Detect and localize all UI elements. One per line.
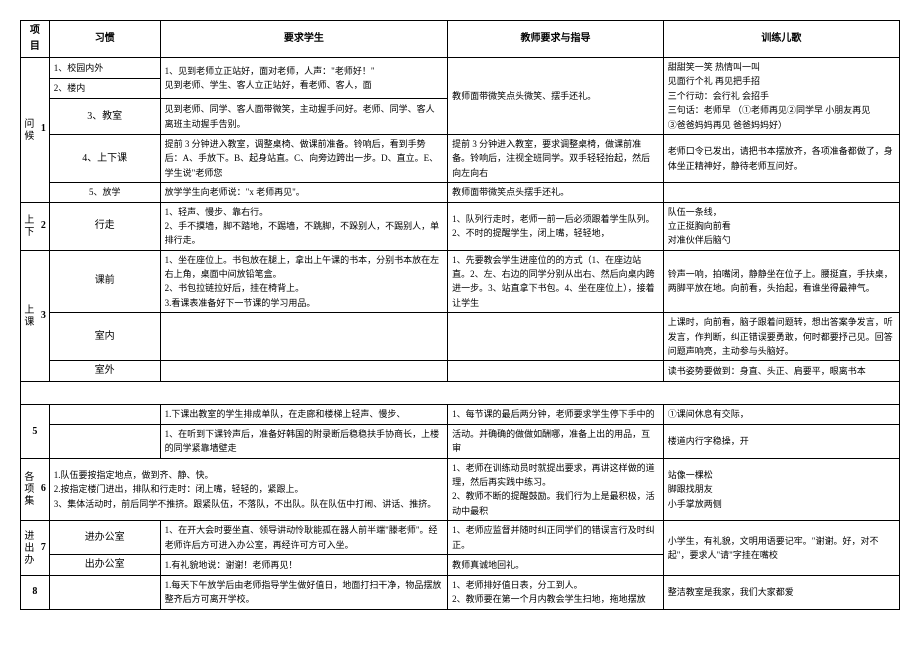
sec5-h xyxy=(49,405,160,424)
sec7-s1: 1、在开大会时要坐直、领导讲动怜耿能孤在器人前半端"滕老师"。经老师许后方可进入… xyxy=(160,521,448,555)
sec7-t1: 1、老师应监督并随时纠正同学们的错误言行及时纠正。 xyxy=(448,521,664,555)
sec1-t3: 教师面带微笑点头微笑、摆手还礼。 xyxy=(448,58,664,135)
sec1-t4: 提前 3 分钟进入教室，要求调整桌椅，做课前准备。铃响后，注视全班同学。双手轻轻… xyxy=(448,134,664,182)
sec7-h2: 出办公室 xyxy=(49,554,160,575)
sec1-h2: 2、楼内 xyxy=(49,78,160,99)
sec3-s2 xyxy=(160,313,448,361)
sec7-song: 小学生，有礼貌，文明用语要记牢。"谢谢。好，对不起"，要求人"请"字挂在嘴校 xyxy=(663,521,899,576)
sec1-empty xyxy=(663,183,899,202)
sec3-s3 xyxy=(160,361,448,382)
sec1-h3: 3、教室 xyxy=(49,99,160,135)
sec3-h2: 室内 xyxy=(49,313,160,361)
gap-row xyxy=(21,382,900,405)
sec2-num: 2上下 xyxy=(21,202,50,250)
sec7-num: 7进出办 xyxy=(21,521,50,576)
sec6-num: 6各项集 xyxy=(21,458,50,521)
sec3-h1: 课前 xyxy=(49,250,160,313)
sec5-t: 1、每节课的最后两分钟，老师要求学生停下手中的 xyxy=(448,405,664,424)
col-teacher: 教师要求与指导 xyxy=(448,21,664,58)
sec5-song2: 楼道内行字稳操，开 xyxy=(663,424,899,458)
sec3-h3: 室外 xyxy=(49,361,160,382)
col-song: 训练儿歌 xyxy=(663,21,899,58)
sec1-s3: 见到老师、同学、客人面带微笑，主动握手问好。老师、同学、客人离班主动握手告别。 xyxy=(160,99,448,135)
col-project: 项目 xyxy=(21,21,50,58)
sec6-t: 1、老师在训练动员时就提出要求，再讲这样做的道理，然后再实践中练习。 2、教师不… xyxy=(448,458,664,521)
sec1-t5: 教师面带微笑点头摆手还礼。 xyxy=(448,183,664,202)
sec1-s12: 1、见到老师立正站好，面对老师，人声："老师好！"见到老师、学生、客人立正站好，… xyxy=(160,58,448,99)
sec8-h xyxy=(49,575,160,609)
sec1-h1: 1、校园内外 xyxy=(49,58,160,79)
sec3-t3 xyxy=(448,361,664,382)
sec3-num: 3上课 xyxy=(21,250,50,382)
col-student: 要求学生 xyxy=(160,21,448,58)
sec8-t: 1、老师排好值日表，分工到人。 2、教师要在第一个月内教会学生扫地，拖地摆放 xyxy=(448,575,664,609)
sec1-num: 1问候 xyxy=(21,58,50,203)
sec3-t2 xyxy=(448,313,664,361)
sec7-s2: 1.有礼貌地说：谢谢！老师再见！ xyxy=(160,554,448,575)
sec5-t2: 活动。并确确的做做如酬哪，准备上出的用品，互审 xyxy=(448,424,664,458)
sec5-h2 xyxy=(49,424,160,458)
col-habit: 习惯 xyxy=(49,21,160,58)
sec1-h5: 5、放学 xyxy=(49,183,160,202)
sec3-song3: 读书姿势要做到：身直、头正、肩要平，眼离书本 xyxy=(663,361,899,382)
sec3-s1: 1、坐在座位上。书包放在腿上，拿出上午课的书本，分别书本放在左右上角，桌面中间放… xyxy=(160,250,448,313)
sec5-s: 1.下课出教室的学生排成单队，在走廊和楼梯上轻声、慢步、 xyxy=(160,405,448,424)
sec2-h: 行走 xyxy=(49,202,160,250)
sec8-num: 8 xyxy=(21,575,50,609)
sec1-song4: 老师口令已发出，请把书本摆放齐，各项准备都做了，身体坐正精神好，静待老师互问好。 xyxy=(663,134,899,182)
sec1-h4: 4、上下课 xyxy=(49,134,160,182)
sec8-song: 整洁教室是我家，我们大家都爱 xyxy=(663,575,899,609)
sec3-song1: 铃声一响，拍嘴闭，静静坐在位子上。腰挺直，手扶桌，两脚平放在地。向前看，头抬起，… xyxy=(663,250,899,313)
sec5-s2: 1、在听到下课铃声后，准备好韩国的附录断后稳稳扶手协商长，上楼的同学紧靠墙壁走 xyxy=(160,424,448,458)
sec2-s: 1、轻声、慢步、靠右行。 2、手不摸墙，脚不踏地，不踢墙，不跳脚，不跺别人，不踢… xyxy=(160,202,448,250)
sec1-song: 甜甜笑一笑 热情叫一叫 见面行个礼 再见把手招 三个行动：会行礼 会招手 三句话… xyxy=(663,58,899,135)
sec2-song: 队伍一条线， 立正挺胸向前看 对准伙伴后脑勺 xyxy=(663,202,899,250)
sec1-s4: 提前 3 分钟进入教室，调整桌椅、做课前准备。铃响后，看到手势后：A、手放下。B… xyxy=(160,134,448,182)
sec7-t2: 教师真诚地回礼。 xyxy=(448,554,664,575)
sec6-song: 站像一棵松 脚跟找朋友 小手掌放两侧 xyxy=(663,458,899,521)
sec1-s5: 放学学生向老师说："x 老师再见"。 xyxy=(160,183,448,202)
sec3-song2: 上课时，向前看，脑子跟着问题转，想出答案争发言，听发言，作判断，纠正错误要勇敢，… xyxy=(663,313,899,361)
sec8-s: 1.每天下午放学后由老师指导学生做好值日，地面打扫干净，物品摆放整齐后方可离开学… xyxy=(160,575,448,609)
sec5-num: 5 xyxy=(21,405,50,458)
sec7-h1: 进办公室 xyxy=(49,521,160,555)
sec2-t: 1、队列行走时，老师一前一后必须跟着学生队列。 2、不时的提醒学生，闭上嘴，轻轻… xyxy=(448,202,664,250)
sec6-s: 1.队伍要按指定地点，做到齐、静、快。 2.按指定楼门进出，排队和行走时：闭上嘴… xyxy=(49,458,447,521)
sec5-song: ①课间休息有交际， xyxy=(663,405,899,424)
sec3-t1: 1、先要教会学生进座位的的方式（1、在座边站直。2、左、右边的同学分别从出右、然… xyxy=(448,250,664,313)
